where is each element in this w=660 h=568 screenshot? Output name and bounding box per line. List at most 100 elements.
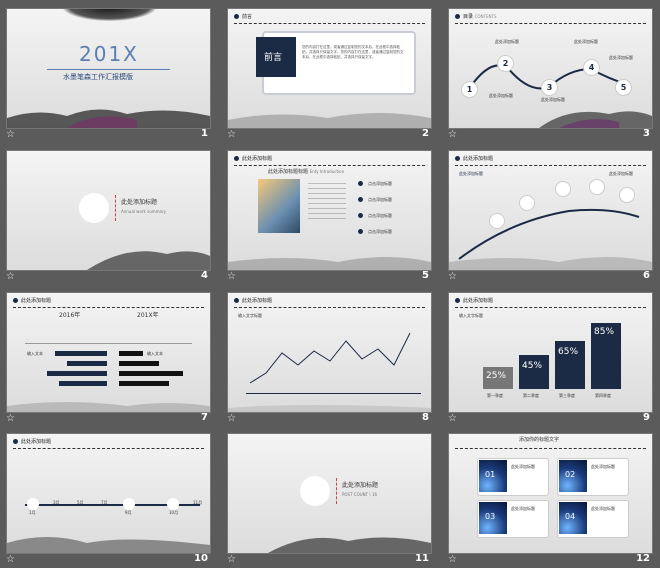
bar-category: 第一季度	[487, 393, 503, 398]
slide-8-label: 输入文字标题	[238, 313, 262, 318]
slide-1-subtitle: 水墨笔森工作汇报模版	[63, 73, 133, 81]
contents-item-circle[interactable]: 1	[461, 81, 478, 98]
timeline-month: 3月	[53, 500, 60, 505]
item-label: 此处添加标题	[591, 464, 615, 469]
bar-label: 输入文本	[147, 351, 163, 356]
item-label: 此处添加标题	[511, 464, 535, 469]
contents-item-circle[interactable]: 4	[583, 59, 600, 76]
earth-image	[479, 460, 507, 492]
earth-image	[559, 502, 587, 534]
bar-category: 第二季度	[523, 393, 539, 398]
item-label: 此处添加标题	[591, 506, 615, 511]
slide-number: 1	[201, 128, 208, 139]
slide-9: 此处添加标题 输入文字标题 25% 45% 65% 85% 第一季度 第二季度 …	[448, 292, 653, 413]
slide-6: 此处添加标题 此处添加标题 此处添加标题	[448, 150, 653, 271]
slide-2: 前言 前言 您的内容打在这里，或者通过复制您的文本后，在此框中选择粘贴，并选择只…	[227, 8, 432, 129]
slide-6-top-left: 此处添加标题	[459, 171, 483, 176]
slide-9-label: 输入文字标题	[459, 313, 483, 318]
contents-item-circle[interactable]: 3	[541, 79, 558, 96]
timeline-month: 10月	[169, 510, 179, 515]
slide-header: 此处添加标题	[234, 155, 272, 162]
slide-header: 此处添加标题	[13, 297, 51, 304]
star-icon[interactable]: ☆	[448, 554, 457, 565]
slide-header: 此处添加标题	[455, 297, 493, 304]
contents-item-label: 此处添加标题	[489, 93, 513, 98]
timeline-month: 9月	[125, 510, 132, 515]
slide-thumb-10[interactable]: 此处添加标题 1月 3月 5月 7月 9月 10月 11月 ☆ 10	[3, 430, 212, 568]
slide-4-title: 此处添加标题	[121, 199, 158, 206]
star-icon[interactable]: ☆	[448, 271, 457, 282]
slide-number: 9	[643, 412, 650, 423]
star-icon[interactable]: ☆	[6, 129, 15, 140]
slide-1: 201X 水墨笔森工作汇报模版	[6, 8, 211, 129]
contents-item-label: 此处添加标题	[495, 39, 519, 44]
slide-2-body: 您的内容打在这里，或者通过复制您的文本后，在此框中选择粘贴，并选择只保留文字。您…	[302, 45, 404, 59]
slide-thumb-4[interactable]: 1 此处添加标题 Annual work summary ☆ 4	[3, 147, 212, 285]
star-icon[interactable]: ☆	[227, 554, 236, 565]
slide-thumb-2[interactable]: 前言 前言 您的内容打在这里，或者通过复制您的文本后，在此框中选择粘贴，并选择只…	[224, 5, 433, 143]
item-number: 04	[565, 512, 576, 521]
star-icon[interactable]: ☆	[227, 413, 236, 424]
slide-12: 添加你的标题文字 01 02 03 04 此处添加标题 此处添加标题 此处添加标…	[448, 433, 653, 554]
slide-10: 此处添加标题 1月 3月 5月 7月 9月 10月 11月	[6, 433, 211, 554]
sunset-photo	[258, 179, 300, 233]
section-circle: 2	[300, 476, 330, 506]
slide-3: 目录 CONTENTS 1 2 3 4 5 此处添加标题 此处添加标题 此处添加…	[448, 8, 653, 129]
star-icon[interactable]: ☆	[227, 271, 236, 282]
slide-thumb-8[interactable]: 此处添加标题 输入文字标题 ☆ 8	[224, 289, 433, 427]
earth-image	[559, 460, 587, 492]
slide-2-box-title: 前言	[264, 53, 283, 63]
star-icon[interactable]: ☆	[6, 413, 15, 424]
contents-item-circle[interactable]: 2	[497, 55, 514, 72]
bar-value: 25%	[486, 371, 507, 381]
slide-header: 前言	[234, 13, 252, 20]
timeline-month: 1月	[29, 510, 36, 515]
timeline-month: 5月	[77, 500, 84, 505]
item-number: 01	[485, 470, 496, 479]
star-icon[interactable]: ☆	[448, 413, 457, 424]
list-item: 点击添加标题	[368, 181, 392, 186]
slide-5-title: 此处添加标题标题 Enty Introduction	[268, 169, 345, 175]
slide-number: 10	[194, 553, 208, 564]
slide-thumb-11[interactable]: 2 此处添加标题 POST COUNT \ 16 ☆ 11	[224, 430, 433, 568]
list-item: 点击添加标题	[368, 197, 392, 202]
slide-thumb-6[interactable]: 此处添加标题 此处添加标题 此处添加标题 ☆ 6	[445, 147, 654, 285]
slide-number: 6	[643, 270, 650, 281]
slide-header: 此处添加标题	[455, 155, 493, 162]
slide-number: 12	[636, 553, 650, 564]
slide-thumb-1[interactable]: 201X 水墨笔森工作汇报模版 ☆ 1	[3, 5, 212, 143]
list-item: 点击添加标题	[368, 229, 392, 234]
slide-thumb-3[interactable]: 目录 CONTENTS 1 2 3 4 5 此处添加标题 此处添加标题 此处添加…	[445, 5, 654, 143]
slide-number: 5	[422, 270, 429, 281]
slide-thumb-7[interactable]: 此处添加标题 2016年 201X年 输入文本 输入文本 ☆ 7	[3, 289, 212, 427]
slide-number: 8	[422, 412, 429, 423]
contents-item-circle[interactable]: 5	[615, 79, 632, 96]
item-number: 03	[485, 512, 496, 521]
slide-number: 7	[201, 412, 208, 423]
slide-6-top-right: 此处添加标题	[609, 171, 633, 176]
slide-7: 此处添加标题 2016年 201X年 输入文本 输入文本	[6, 292, 211, 413]
slide-header: 目录 CONTENTS	[455, 13, 497, 20]
slide-number: 3	[643, 128, 650, 139]
slide-header: 此处添加标题	[13, 438, 51, 445]
slide-1-title: 201X	[79, 42, 139, 66]
slide-thumb-5[interactable]: 此处添加标题 此处添加标题标题 Enty Introduction 点击添加标题…	[224, 147, 433, 285]
slide-5: 此处添加标题 此处添加标题标题 Enty Introduction 点击添加标题…	[227, 150, 432, 271]
star-icon[interactable]: ☆	[448, 129, 457, 140]
bar-label: 输入文本	[27, 351, 43, 356]
star-icon[interactable]: ☆	[6, 271, 15, 282]
star-icon[interactable]: ☆	[6, 554, 15, 565]
slide-thumb-12[interactable]: 添加你的标题文字 01 02 03 04 此处添加标题 此处添加标题 此处添加标…	[445, 430, 654, 568]
star-icon[interactable]: ☆	[227, 129, 236, 140]
slide-4: 1 此处添加标题 Annual work summary	[6, 150, 211, 271]
section-circle: 1	[79, 193, 109, 223]
contents-item-label: 此处添加标题	[541, 97, 565, 102]
slide-number: 4	[201, 270, 208, 281]
slide-thumb-9[interactable]: 此处添加标题 输入文字标题 25% 45% 65% 85% 第一季度 第二季度 …	[445, 289, 654, 427]
slide-4-subtitle: Annual work summary	[121, 209, 167, 214]
contents-item-label: 此处添加标题	[609, 55, 633, 60]
slide-11-subtitle: POST COUNT \ 16	[342, 492, 378, 497]
earth-image	[479, 502, 507, 534]
timeline-month: 11月	[193, 500, 203, 505]
bar-category: 第三季度	[559, 393, 575, 398]
